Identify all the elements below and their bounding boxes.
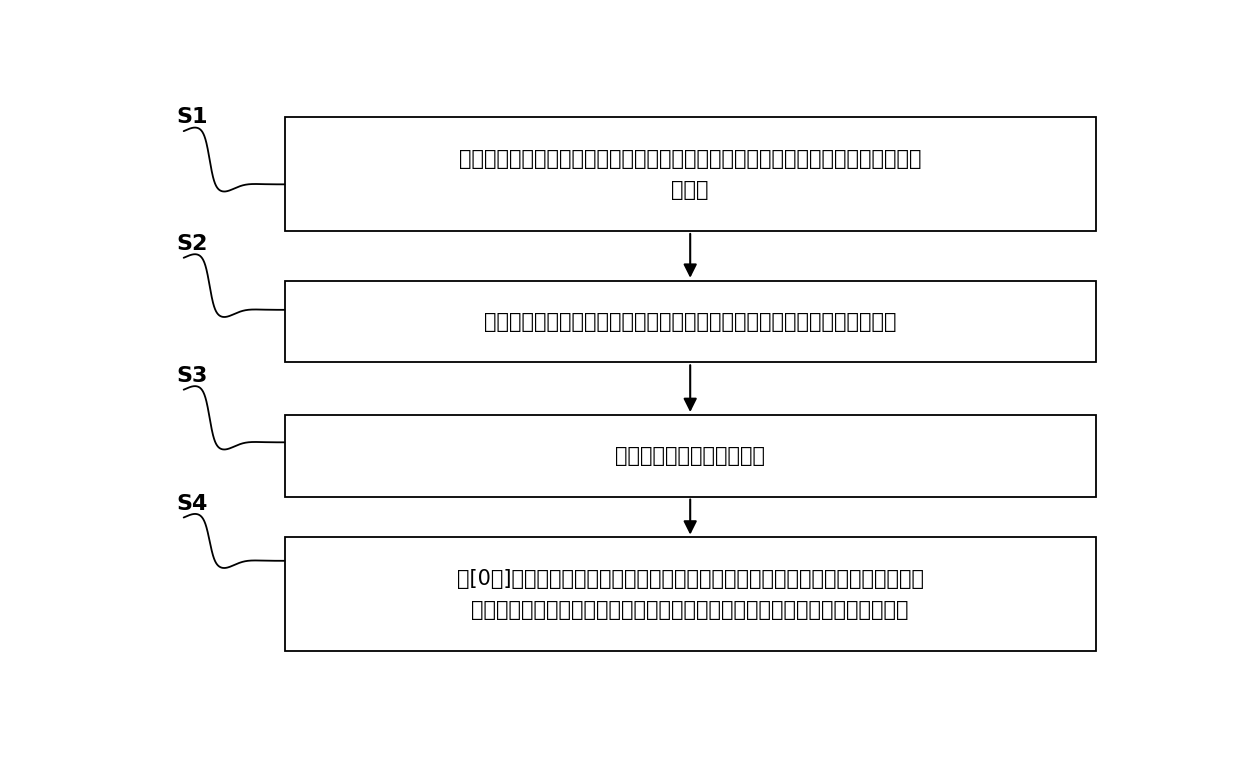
- Text: S3: S3: [176, 365, 207, 386]
- Bar: [285, 537, 1097, 651]
- Text: S1: S1: [176, 107, 207, 127]
- Text: 在[0，]中选取预设个不同的螺旋角修形角度，将对应的螺旋角修形角度及不同工况
下的工况参数代入动力学模型中，仿真比较得到斜齿轮副的优化螺旋角修形角度: 在[0，]中选取预设个不同的螺旋角修形角度，将对应的螺旋角修形角度及不同工况 下…: [457, 568, 924, 620]
- Bar: [285, 415, 1097, 496]
- Bar: [285, 280, 1097, 362]
- Text: S4: S4: [176, 494, 207, 514]
- Text: S2: S2: [176, 234, 207, 255]
- Text: 设螺旋角的最大角修形量为，根据螺旋角的最大角修形量计算出斜齿轮副的齿端最大
修形量: 设螺旋角的最大角修形量为，根据螺旋角的最大角修形量计算出斜齿轮副的齿端最大 修形…: [458, 149, 922, 199]
- Text: 建立斜齿轮副的动力学模型: 建立斜齿轮副的动力学模型: [616, 446, 766, 465]
- Text: 选择齿向公差预设级精度为齿端最大修形量，计算出螺旋角的最大角修形量: 选择齿向公差预设级精度为齿端最大修形量，计算出螺旋角的最大角修形量: [484, 312, 897, 331]
- Bar: [285, 117, 1097, 231]
